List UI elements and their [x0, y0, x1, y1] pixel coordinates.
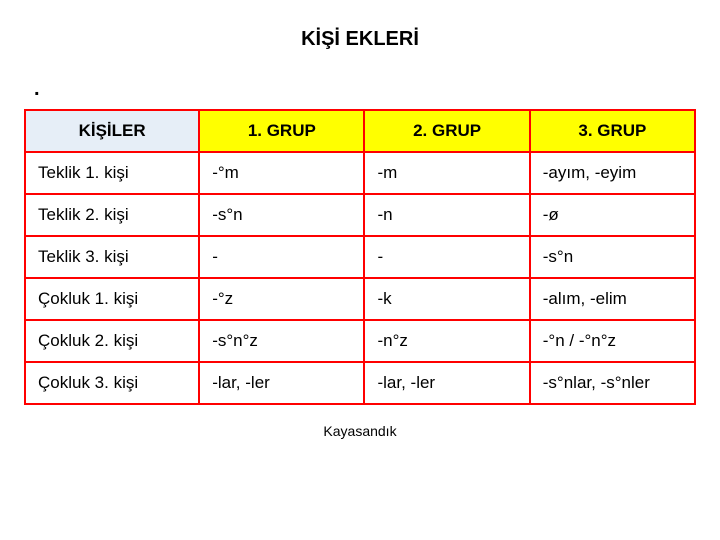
cell: -s°nlar, -s°nler — [530, 362, 695, 404]
row-label: Teklik 2. kişi — [25, 194, 199, 236]
cell: - — [364, 236, 529, 278]
table-head: KİŞİLER 1. GRUP 2. GRUP 3. GRUP — [25, 110, 695, 152]
footer-text: Kayasandık — [24, 423, 696, 439]
page-title: KİŞİ EKLERİ — [24, 28, 696, 51]
header-cell-2: 2. GRUP — [364, 110, 529, 152]
row-label: Çokluk 1. kişi — [25, 278, 199, 320]
page-root: KİŞİ EKLERİ . KİŞİLER 1. GRUP 2. GRUP 3.… — [0, 0, 720, 540]
cell: -k — [364, 278, 529, 320]
cell: -alım, -elim — [530, 278, 695, 320]
cell: -s°n — [199, 194, 364, 236]
header-cell-3: 3. GRUP — [530, 110, 695, 152]
cell: -lar, -ler — [199, 362, 364, 404]
cell: -n — [364, 194, 529, 236]
cell: -ayım, -eyim — [530, 152, 695, 194]
cell: -°m — [199, 152, 364, 194]
cell: -m — [364, 152, 529, 194]
table-body: Teklik 1. kişi -°m -m -ayım, -eyim Tekli… — [25, 152, 695, 404]
cell: -°n / -°n°z — [530, 320, 695, 362]
table-row: Teklik 2. kişi -s°n -n -ø — [25, 194, 695, 236]
cell: -s°n°z — [199, 320, 364, 362]
row-label: Çokluk 2. kişi — [25, 320, 199, 362]
header-cell-1: 1. GRUP — [199, 110, 364, 152]
row-label: Teklik 1. kişi — [25, 152, 199, 194]
cell: -n°z — [364, 320, 529, 362]
cell: -lar, -ler — [364, 362, 529, 404]
row-label: Çokluk 3. kişi — [25, 362, 199, 404]
cell: -°z — [199, 278, 364, 320]
cell: -ø — [530, 194, 695, 236]
table-row: Çokluk 1. kişi -°z -k -alım, -elim — [25, 278, 695, 320]
table-row: Teklik 3. kişi - - -s°n — [25, 236, 695, 278]
row-label: Teklik 3. kişi — [25, 236, 199, 278]
cell: -s°n — [530, 236, 695, 278]
cell: - — [199, 236, 364, 278]
table-row: Çokluk 3. kişi -lar, -ler -lar, -ler -s°… — [25, 362, 695, 404]
dot-marker: . — [34, 79, 696, 99]
table-row: Çokluk 2. kişi -s°n°z -n°z -°n / -°n°z — [25, 320, 695, 362]
header-row: KİŞİLER 1. GRUP 2. GRUP 3. GRUP — [25, 110, 695, 152]
table-row: Teklik 1. kişi -°m -m -ayım, -eyim — [25, 152, 695, 194]
header-cell-0: KİŞİLER — [25, 110, 199, 152]
suffix-table: KİŞİLER 1. GRUP 2. GRUP 3. GRUP Teklik 1… — [24, 109, 696, 405]
